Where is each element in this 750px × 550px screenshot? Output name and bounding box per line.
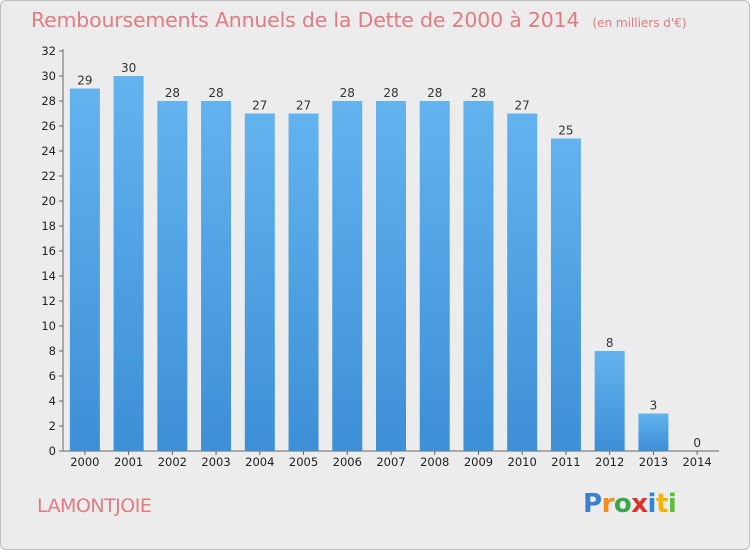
bar <box>201 101 232 451</box>
bar <box>463 101 494 451</box>
bar-value-label: 8 <box>606 336 614 350</box>
x-tick-label: 2014 <box>682 455 711 469</box>
bar <box>638 413 669 451</box>
x-tick-label: 2002 <box>158 455 187 469</box>
y-tick-label: 4 <box>49 394 56 408</box>
x-tick-label: 2012 <box>595 455 624 469</box>
y-tick-label: 18 <box>41 219 56 233</box>
logo-letter: r <box>601 489 615 519</box>
bar-value-label: 28 <box>427 86 442 100</box>
y-tick-label: 20 <box>41 194 56 208</box>
bar-value-label: 27 <box>296 99 311 113</box>
bar <box>244 113 275 451</box>
bar-value-label: 27 <box>515 99 530 113</box>
y-tick-label: 0 <box>49 444 56 458</box>
title-row: Remboursements Annuels de la Dette de 20… <box>31 8 687 32</box>
logo-letter: i <box>647 489 657 519</box>
proxiti-logo: Proxiti <box>583 489 677 519</box>
y-tick-label: 32 <box>41 44 56 58</box>
bar <box>113 76 144 451</box>
x-tick-label: 2000 <box>70 455 99 469</box>
y-tick-label: 12 <box>41 294 56 308</box>
bar <box>419 101 450 451</box>
logo-letter: i <box>667 489 677 519</box>
y-tick-label: 30 <box>41 69 56 83</box>
logo-letter: P <box>583 489 602 519</box>
x-tick-label: 2010 <box>508 455 537 469</box>
bar-value-label: 28 <box>471 86 486 100</box>
bar-value-label: 27 <box>252 99 267 113</box>
x-tick-label: 2006 <box>333 455 362 469</box>
x-tick-label: 2001 <box>114 455 143 469</box>
y-tick-label: 14 <box>41 269 56 283</box>
logo-letter: o <box>613 489 632 519</box>
y-tick-label: 24 <box>41 144 56 158</box>
bar <box>332 101 363 451</box>
chart-title: Remboursements Annuels de la Dette de 20… <box>31 8 580 32</box>
x-tick-label: 2003 <box>201 455 230 469</box>
bar-value-label: 25 <box>558 124 573 138</box>
bar <box>376 101 406 451</box>
bar <box>157 101 188 451</box>
y-tick-label: 10 <box>41 319 56 333</box>
bar <box>594 351 625 451</box>
x-tick-label: 2005 <box>289 455 318 469</box>
logo-letter: t <box>655 489 668 519</box>
x-tick-label: 2008 <box>420 455 449 469</box>
bar-value-label: 28 <box>340 86 355 100</box>
x-tick-label: 2013 <box>639 455 668 469</box>
y-tick-label: 8 <box>49 344 56 358</box>
bar <box>550 138 581 451</box>
y-tick-label: 26 <box>41 119 56 133</box>
bar-value-label: 30 <box>121 61 136 75</box>
bar-value-label: 0 <box>693 436 701 450</box>
x-tick-label: 2011 <box>551 455 580 469</box>
y-tick-label: 2 <box>49 419 56 433</box>
bar <box>69 88 100 451</box>
commune-name: LAMONTJOIE <box>37 495 152 517</box>
x-tick-label: 2009 <box>464 455 493 469</box>
bar <box>288 113 319 451</box>
bar-value-label: 29 <box>77 74 92 88</box>
chart-unit-note: (en milliers d'€) <box>592 16 687 30</box>
bar-value-label: 28 <box>383 86 398 100</box>
x-tick-label: 2004 <box>245 455 274 469</box>
bar-value-label: 28 <box>208 86 223 100</box>
bar <box>507 113 538 451</box>
y-tick-label: 28 <box>41 94 56 108</box>
logo-letter: x <box>631 489 648 519</box>
y-tick-label: 22 <box>41 169 56 183</box>
y-tick-label: 16 <box>41 244 56 258</box>
x-tick-label: 2007 <box>376 455 405 469</box>
bar-value-label: 28 <box>165 86 180 100</box>
y-tick-label: 6 <box>49 369 56 383</box>
bar-value-label: 3 <box>650 399 658 413</box>
